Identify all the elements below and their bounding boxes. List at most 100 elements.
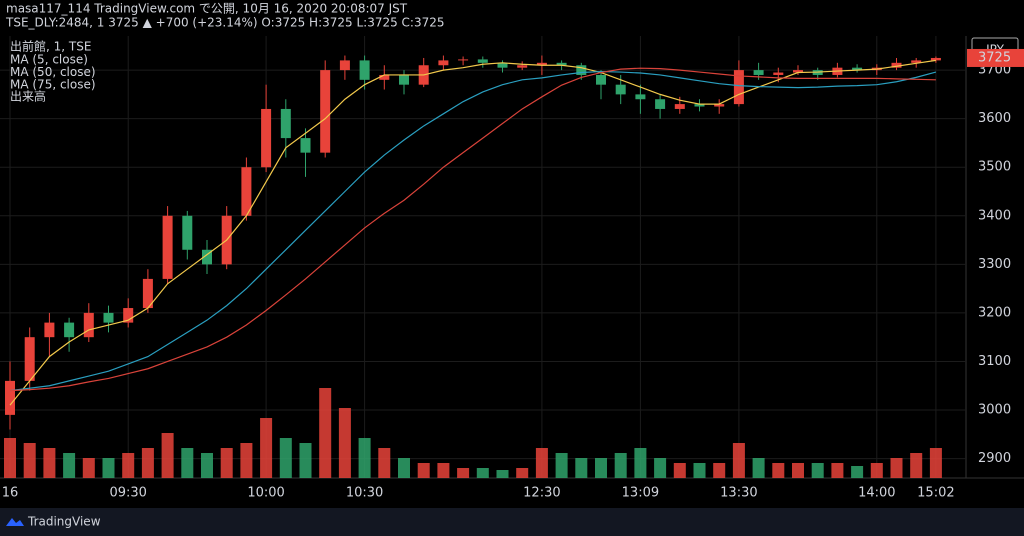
candle-body	[852, 67, 863, 71]
volume-bar	[535, 448, 548, 478]
volume-bar	[122, 453, 135, 478]
candle-body	[793, 70, 803, 73]
volume-bar	[181, 448, 194, 478]
volume-bar	[240, 443, 253, 478]
last-price-badge	[967, 48, 1024, 67]
candle-body	[596, 74, 606, 85]
volume-bar	[358, 438, 371, 478]
volume-bar	[102, 458, 115, 478]
volume-bar	[63, 453, 76, 478]
ma-line	[9, 70, 937, 392]
candle-body	[458, 59, 469, 61]
candle-body	[241, 167, 252, 216]
candle-body	[339, 60, 350, 71]
volume-bar	[516, 468, 529, 478]
candle-body	[123, 308, 134, 323]
symbol-line: TSE_DLY:2484, 1 3725 ▲ +700 (+23.14%) O:…	[5, 16, 445, 30]
volume-bar	[634, 448, 647, 478]
volume-bar	[437, 463, 450, 478]
candle-body	[536, 62, 547, 66]
volume-bar	[614, 453, 627, 478]
legend-entry: MA (50, close)	[10, 65, 96, 79]
x-tick-label: 13:09	[622, 486, 659, 501]
candle-body	[162, 215, 173, 279]
ma-line	[9, 59, 936, 406]
candle-body	[320, 70, 331, 153]
candle-body	[379, 74, 390, 80]
x-tick-label: 10:00	[247, 486, 284, 501]
legend-entry: MA (5, close)	[10, 53, 88, 67]
candle-body	[64, 322, 75, 338]
x-tick-label: 09:30	[109, 486, 146, 501]
brand: TradingView	[27, 515, 101, 529]
candle-body	[24, 337, 35, 381]
volume-bar	[831, 463, 844, 478]
candle-body	[142, 278, 153, 309]
candle-body	[477, 59, 488, 63]
volume-bar	[870, 463, 883, 478]
volume-bar	[792, 463, 804, 478]
volume-bar	[4, 438, 16, 478]
candle-body	[399, 74, 409, 85]
candle-body	[576, 65, 587, 75]
volume-bar	[575, 458, 588, 478]
volume-bar	[910, 453, 923, 478]
candle-body	[300, 138, 311, 153]
volume-bar	[220, 448, 233, 478]
candle-body	[83, 312, 94, 338]
x-tick-label: 10:30	[346, 486, 383, 501]
candle-body	[615, 84, 626, 95]
volume-bar	[23, 443, 36, 478]
volume-bar	[141, 448, 154, 478]
volume-bar	[338, 408, 351, 478]
volume-bar	[398, 458, 410, 478]
ma-line	[9, 67, 936, 392]
x-tick-label: 16	[2, 486, 19, 501]
candle-body	[438, 60, 449, 66]
volume-bar	[890, 458, 903, 478]
candle-body	[5, 380, 15, 415]
volume-bar	[161, 433, 174, 478]
candle-body	[773, 72, 784, 75]
candle-body	[635, 94, 646, 100]
instrument-label: 出前館, 1, TSE	[10, 39, 91, 54]
candle-body	[674, 104, 685, 109]
last-price: 3725	[978, 50, 1011, 65]
volume-bar	[752, 458, 765, 478]
candle-body	[911, 60, 922, 63]
volume-bar	[595, 458, 607, 478]
volume-bar	[693, 463, 706, 478]
volume-bar	[299, 443, 312, 478]
y-tick-label: 3400	[978, 208, 1011, 223]
volume-bar	[732, 443, 745, 478]
candle-body	[655, 99, 666, 109]
candle-body	[202, 249, 212, 265]
y-tick-label: 3100	[978, 354, 1011, 369]
volume-bar	[201, 453, 213, 478]
candle-body	[694, 104, 705, 107]
volume-bar	[417, 463, 430, 478]
volume-bar	[772, 463, 785, 478]
volume-bar	[555, 453, 568, 478]
y-tick-label: 3500	[978, 160, 1011, 175]
candle-body	[733, 70, 744, 105]
y-tick-label: 3000	[978, 403, 1011, 418]
footer-bar	[0, 508, 1024, 536]
candle-body	[714, 104, 725, 107]
volume-bar	[43, 448, 56, 478]
legend-entry: MA (75, close)	[10, 78, 96, 92]
volume-bar	[654, 458, 667, 478]
x-tick-label: 12:30	[523, 486, 560, 501]
volume-label: 出来高	[10, 89, 46, 104]
logo	[6, 518, 24, 526]
candle-body	[103, 312, 114, 323]
candle-body	[930, 57, 941, 61]
y-tick-label: 3300	[978, 257, 1011, 272]
volume-bar	[260, 418, 273, 478]
candle-body	[497, 62, 508, 68]
candle-body	[517, 65, 528, 68]
volume-bar	[713, 463, 726, 478]
volume-bar	[378, 448, 391, 478]
volume-bar	[496, 470, 509, 478]
